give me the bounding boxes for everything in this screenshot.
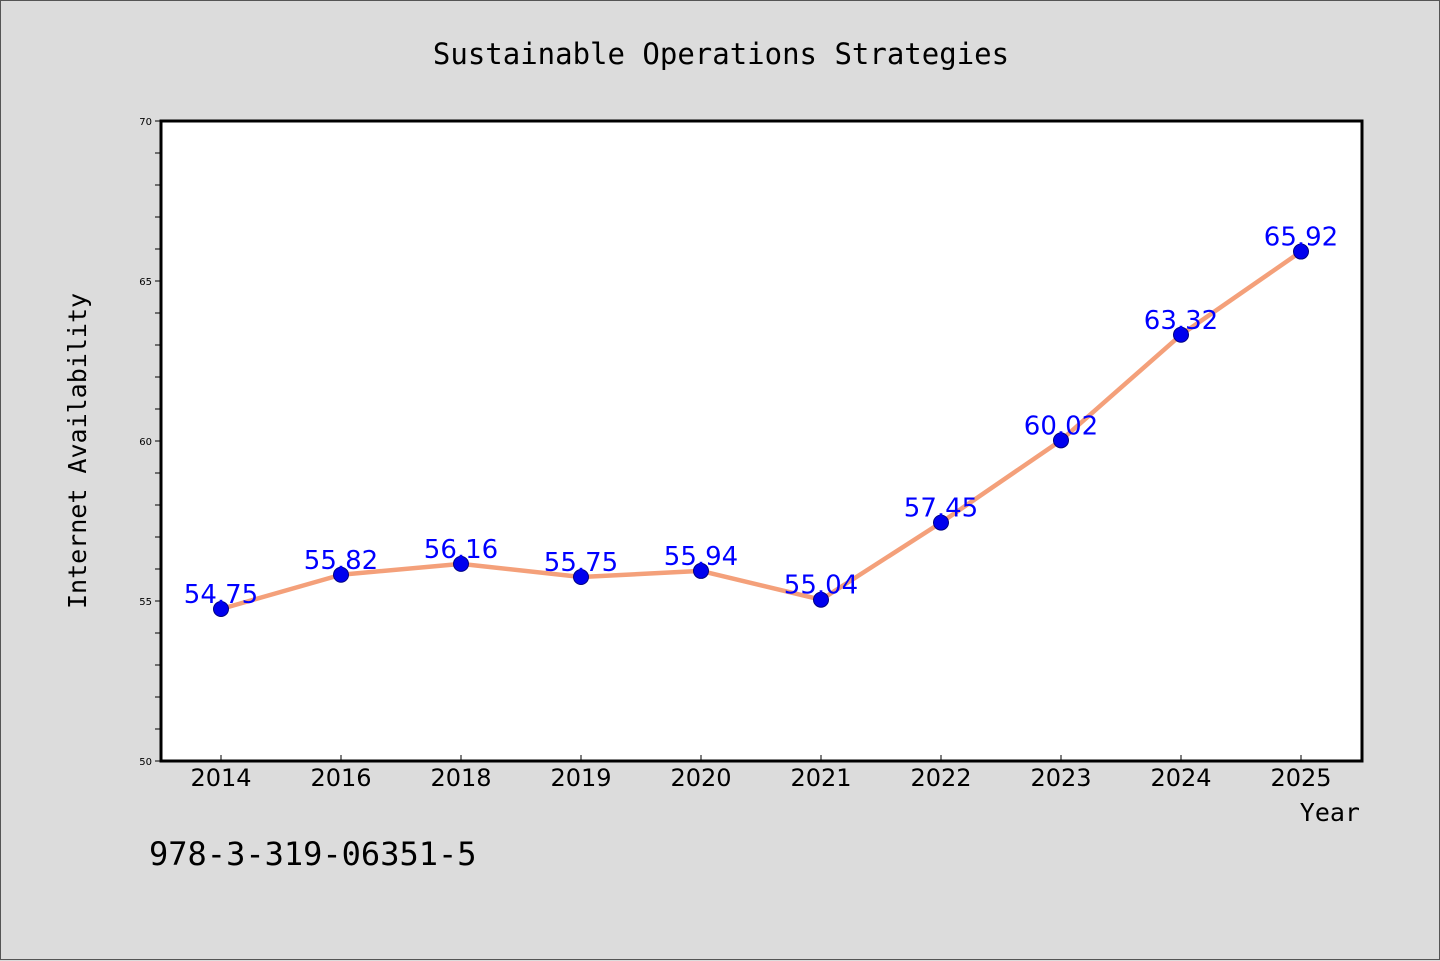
y-tick-label: 50 bbox=[139, 757, 152, 768]
y-tick-label: 70 bbox=[139, 117, 152, 128]
y-tick-label: 65 bbox=[139, 277, 152, 288]
x-tick-label: 2019 bbox=[550, 764, 611, 792]
data-point bbox=[333, 566, 349, 583]
series-group: 54.75 55.82 56.16 55.75 55.94 55.04 57.45 60.02… bbox=[184, 223, 1338, 617]
x-tick-label: 2018 bbox=[430, 764, 491, 792]
data-point bbox=[693, 562, 709, 579]
data-point bbox=[573, 569, 589, 585]
x-tick-label: 2021 bbox=[790, 764, 851, 792]
data-label: 56.16 bbox=[424, 535, 498, 565]
y-tick-label: 55 bbox=[139, 597, 152, 608]
data-point bbox=[453, 555, 469, 572]
data-label: 54.75 bbox=[184, 580, 258, 610]
data-label: 55.94 bbox=[664, 542, 738, 572]
plot-area bbox=[159, 119, 1364, 763]
x-tick-label: 2016 bbox=[310, 764, 371, 792]
data-point bbox=[813, 591, 829, 608]
series-line bbox=[218, 249, 1304, 612]
data-point bbox=[1053, 432, 1069, 449]
data-label: 65.92 bbox=[1264, 223, 1338, 253]
data-point bbox=[1293, 243, 1309, 260]
data-point bbox=[213, 601, 229, 617]
x-tick-label: 2025 bbox=[1270, 764, 1331, 792]
data-label: 63.32 bbox=[1144, 306, 1218, 336]
data-label: 57.45 bbox=[904, 494, 978, 524]
y-axis-label: Internet Availability bbox=[63, 293, 92, 609]
x-tick-label: 2023 bbox=[1030, 764, 1091, 792]
y-axis: 50 55 60 65 70 bbox=[139, 117, 161, 768]
data-label: 60.02 bbox=[1024, 411, 1098, 441]
data-point bbox=[933, 514, 949, 531]
x-tick-label: 2024 bbox=[1150, 764, 1211, 792]
chart-title: Sustainable Operations Strategies bbox=[433, 37, 1009, 71]
data-label: 55.04 bbox=[784, 571, 858, 601]
x-tick-label: 2022 bbox=[910, 764, 971, 792]
data-label: 55.82 bbox=[304, 546, 378, 576]
x-axis: 2014 2016 2018 2019 2020 2021 2022 2023 2024 2025 bbox=[190, 755, 1332, 792]
x-axis-label: Year bbox=[1300, 798, 1360, 827]
data-point bbox=[1173, 326, 1189, 343]
x-tick-label: 2014 bbox=[190, 764, 251, 792]
isbn-text: 978-3-319-06351-5 bbox=[149, 835, 477, 873]
y-tick-label: 60 bbox=[139, 437, 152, 448]
x-tick-label: 2020 bbox=[670, 764, 731, 792]
data-label: 55.75 bbox=[544, 548, 618, 578]
